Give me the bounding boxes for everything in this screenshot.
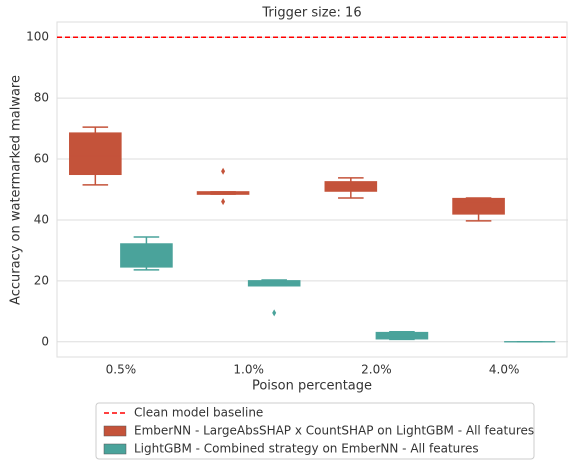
y-tick-label: 100	[26, 30, 49, 44]
x-tick-label: 0.5%	[106, 363, 137, 377]
legend-swatch	[103, 443, 127, 455]
outlier	[272, 309, 277, 317]
x-tick-label: 1.0%	[233, 363, 264, 377]
legend-label: Clean model baseline	[134, 406, 263, 420]
legend-swatch	[103, 425, 127, 437]
x-tick-label: 2.0%	[361, 363, 392, 377]
y-tick-label: 0	[41, 334, 49, 348]
y-tick-label: 60	[34, 152, 49, 166]
box	[452, 197, 505, 215]
legend-label: EmberNN - LargeAbsSHAP x CountSHAP on Li…	[134, 424, 534, 438]
plot-frame	[56, 21, 568, 358]
outlier	[221, 167, 226, 175]
x-axis-label: Poison percentage	[252, 379, 372, 394]
legend-label: LightGBM - Combined strategy on EmberNN …	[134, 442, 479, 456]
box	[120, 243, 173, 268]
y-axis-label: Accuracy on watermarked malware	[9, 75, 24, 305]
chart-title: Trigger size: 16	[261, 6, 361, 21]
legend-frame	[95, 402, 535, 460]
box	[69, 132, 122, 176]
y-tick-label: 20	[34, 273, 49, 287]
x-tick-label: 4.0%	[489, 363, 520, 377]
outlier	[221, 198, 226, 206]
y-tick-label: 80	[34, 91, 49, 105]
y-tick-label: 40	[34, 212, 49, 226]
